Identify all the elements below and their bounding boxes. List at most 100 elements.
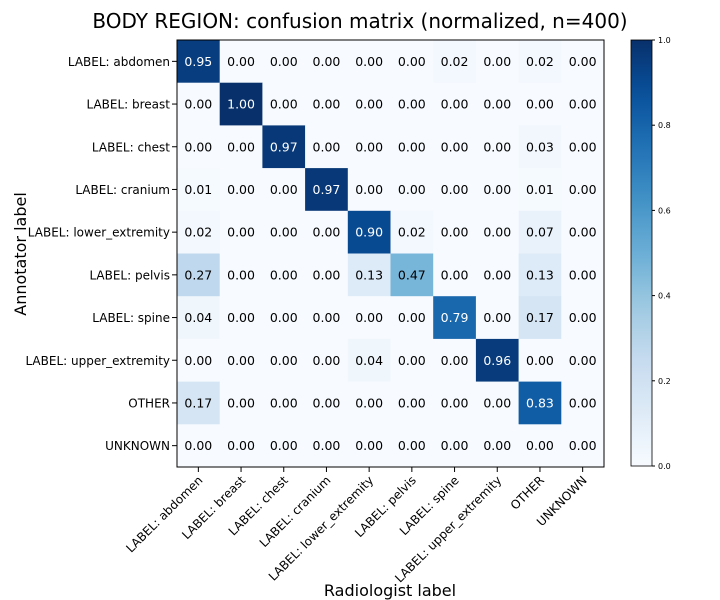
matrix-cell [305, 40, 349, 83]
cell-value-label: 0.00 [569, 182, 597, 197]
matrix-cell [177, 82, 220, 126]
matrix-cell [433, 381, 477, 425]
cell-value-label: 0.00 [313, 395, 341, 410]
matrix-cell [390, 381, 434, 425]
cell-value-label: 0.00 [313, 438, 341, 453]
y-tick-label: LABEL: upper_extremity [25, 354, 170, 368]
cell-value-label: 0.00 [483, 438, 511, 453]
matrix-cell [390, 40, 434, 83]
matrix-cell [518, 381, 562, 425]
cell-value-label: 0.00 [313, 267, 341, 282]
cell-value-label: 0.00 [227, 438, 255, 453]
matrix-cell [518, 168, 562, 212]
matrix-cell [390, 253, 434, 297]
cell-value-label: 0.00 [270, 395, 298, 410]
cell-value-label: 0.97 [270, 139, 298, 154]
matrix-cell [518, 125, 562, 169]
cell-value-label: 0.00 [355, 97, 383, 112]
matrix-cell [262, 338, 306, 382]
matrix-cell [347, 424, 391, 468]
y-tick-label: LABEL: breast [86, 98, 170, 112]
cell-value-label: 0.00 [227, 182, 255, 197]
matrix-cell [433, 40, 477, 83]
cell-value-label: 0.03 [526, 139, 554, 154]
cell-value-label: 0.00 [483, 54, 511, 69]
cell-value-label: 0.00 [355, 438, 383, 453]
matrix-cell [475, 381, 519, 425]
cell-value-label: 0.00 [184, 438, 212, 453]
cell-value-label: 0.00 [441, 139, 469, 154]
cell-value-label: 0.00 [441, 182, 469, 197]
matrix-cell [561, 424, 605, 468]
cell-value-label: 0.00 [441, 438, 469, 453]
cell-value-label: 0.97 [313, 182, 341, 197]
matrix-cell [518, 338, 562, 382]
cell-value-label: 1.00 [227, 97, 255, 112]
matrix-cell [305, 296, 349, 340]
matrix-cell [262, 125, 306, 169]
matrix-cell [433, 168, 477, 212]
matrix-cell [475, 338, 519, 382]
matrix-cell [262, 210, 306, 254]
cell-value-label: 0.02 [441, 54, 469, 69]
matrix-cell [177, 338, 220, 382]
colorbar-tick-label: 0.2 [658, 377, 671, 386]
matrix-cell [262, 82, 306, 126]
colorbar-tick-label: 0.8 [658, 121, 671, 130]
cell-value-label: 0.47 [398, 267, 426, 282]
cell-value-label: 0.00 [398, 97, 426, 112]
colorbar-tick-label: 0.0 [658, 462, 671, 471]
matrix-cell [305, 125, 349, 169]
cell-value-label: 0.00 [270, 54, 298, 69]
matrix-cell [177, 424, 220, 468]
y-tick-label: LABEL: pelvis [89, 268, 170, 282]
matrix-cell [347, 40, 391, 83]
matrix-cell [561, 82, 605, 126]
cell-value-label: 0.00 [355, 395, 383, 410]
matrix-cell [433, 210, 477, 254]
y-tick-label: OTHER [128, 396, 170, 410]
cell-value-label: 0.00 [526, 97, 554, 112]
cell-value-label: 0.00 [441, 395, 469, 410]
cell-value-label: 0.00 [184, 353, 212, 368]
cell-value-label: 0.00 [483, 310, 511, 325]
cell-value-label: 0.01 [184, 182, 212, 197]
matrix-cell [518, 424, 562, 468]
cell-value-label: 0.00 [526, 353, 554, 368]
matrix-cell [390, 424, 434, 468]
matrix-frame [176, 39, 605, 468]
matrix-cell [262, 381, 306, 425]
cell-value-label: 0.00 [441, 267, 469, 282]
x-tick-label: OTHER [508, 473, 547, 512]
matrix-cell [219, 381, 263, 425]
cell-value-label: 0.00 [483, 182, 511, 197]
matrix-cell [219, 40, 263, 83]
matrix-cell [219, 82, 263, 126]
matrix-cell [305, 338, 349, 382]
matrix-cell [177, 381, 220, 425]
matrix-cell [433, 253, 477, 297]
matrix-cell [475, 253, 519, 297]
matrix-cell [561, 168, 605, 212]
x-axis-label: Radiologist label [324, 581, 456, 600]
cell-value-label: 0.00 [227, 353, 255, 368]
cell-value-label: 0.00 [526, 438, 554, 453]
matrix-cell [518, 296, 562, 340]
cell-value-label: 0.00 [227, 139, 255, 154]
cell-value-label: 0.00 [227, 54, 255, 69]
matrix-cell [347, 253, 391, 297]
matrix-cell [305, 168, 349, 212]
y-tick-label: LABEL: abdomen [68, 55, 170, 69]
matrix-cell [475, 296, 519, 340]
cell-value-label: 0.00 [270, 182, 298, 197]
matrix-cell [561, 253, 605, 297]
cell-value-label: 0.13 [526, 267, 554, 282]
matrix-cell [561, 210, 605, 254]
matrix-cell [561, 296, 605, 340]
matrix-cell [518, 253, 562, 297]
matrix-cell [561, 125, 605, 169]
cell-value-label: 0.00 [313, 54, 341, 69]
matrix-cell [475, 210, 519, 254]
cell-value-label: 0.00 [441, 97, 469, 112]
